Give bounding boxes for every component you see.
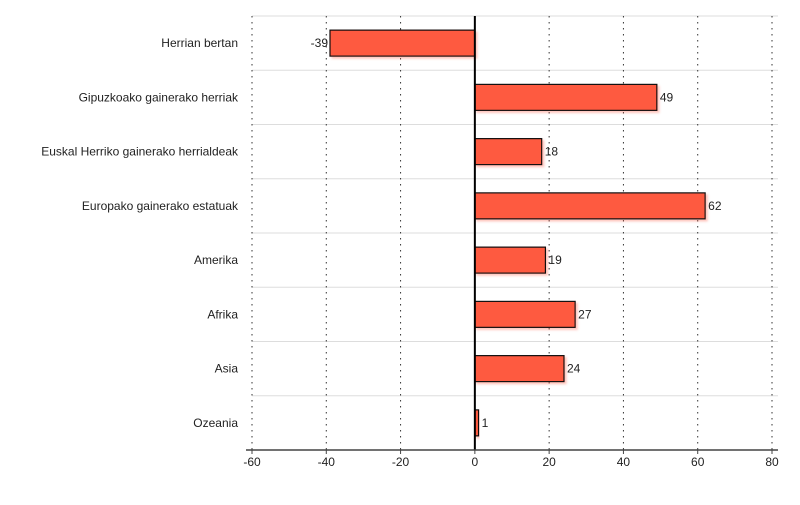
x-tick-label: 0 <box>472 455 479 469</box>
bar <box>474 300 576 328</box>
bar <box>474 246 547 274</box>
bar <box>474 83 658 111</box>
bar <box>474 355 565 383</box>
category-label: Gipuzkoako gainerako herriak <box>79 90 239 104</box>
data-label: -39 <box>311 36 329 50</box>
category-label: Afrika <box>207 307 238 321</box>
category-label: Asia <box>215 362 239 376</box>
category-label: Euskal Herriko gainerako herrialdeak <box>41 145 239 159</box>
category-label: Europako gainerako estatuak <box>82 199 239 213</box>
data-label: 27 <box>578 307 592 321</box>
data-label: 19 <box>548 253 562 267</box>
x-tick-label: 80 <box>765 455 779 469</box>
x-tick-label: 60 <box>691 455 705 469</box>
bar <box>474 192 706 220</box>
x-tick-label: -20 <box>392 455 410 469</box>
axes: Herrian bertan Gipuzkoako gainerako herri… <box>41 16 779 469</box>
grid <box>251 15 778 450</box>
data-label: 49 <box>660 90 674 104</box>
data-label: 24 <box>567 362 581 376</box>
category-label: Herrian bertan <box>161 36 238 50</box>
bars: -39 49 18 62 19 27 24 1 <box>311 29 722 437</box>
data-label: 1 <box>482 416 489 430</box>
x-tick-label: 20 <box>542 455 556 469</box>
bar <box>474 138 543 166</box>
x-tick-label: 40 <box>617 455 631 469</box>
x-tick-label: -40 <box>318 455 336 469</box>
bar <box>329 29 476 57</box>
category-label: Amerika <box>194 253 238 267</box>
data-label: 18 <box>545 145 559 159</box>
category-label: Ozeania <box>193 416 238 430</box>
data-label: 62 <box>708 199 722 213</box>
x-tick-label: -60 <box>243 455 261 469</box>
